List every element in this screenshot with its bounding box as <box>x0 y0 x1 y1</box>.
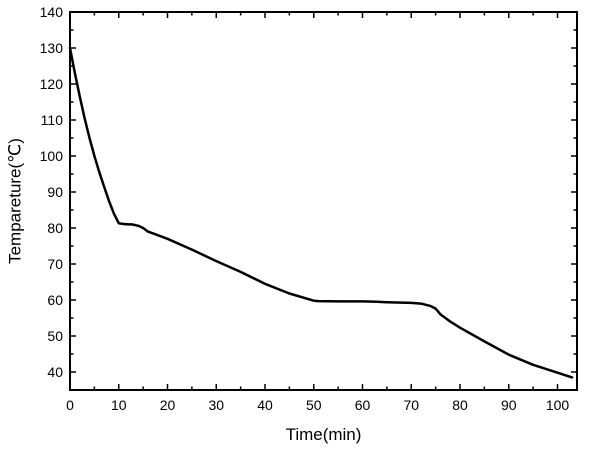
ticks-layer <box>69 11 577 390</box>
x-tick-label: 100 <box>546 397 570 413</box>
x-tick-label: 70 <box>403 397 419 413</box>
y-tick-label: 80 <box>47 220 63 236</box>
x-tick-label: 90 <box>501 397 517 413</box>
x-tick-label: 80 <box>452 397 468 413</box>
y-tick-label: 50 <box>47 328 63 344</box>
y-tick-label: 60 <box>47 292 63 308</box>
plot-frame <box>69 11 578 391</box>
y-tick-label: 90 <box>47 184 63 200</box>
temperature-series-line <box>68 46 574 379</box>
y-tick-label: 110 <box>41 112 64 128</box>
y-tick-label: 40 <box>47 364 63 380</box>
y-tick-label: 100 <box>40 148 64 164</box>
x-tick-label: 40 <box>257 397 273 413</box>
x-tick-label: 10 <box>111 397 127 413</box>
x-tick-label: 50 <box>306 397 322 413</box>
y-tick-label: 70 <box>47 256 63 272</box>
x-tick-label: 0 <box>66 397 74 413</box>
x-tick-label: 60 <box>355 397 371 413</box>
y-tick-label: 140 <box>40 4 64 20</box>
y-tick-label: 120 <box>40 76 64 92</box>
x-axis-title: Time(min) <box>286 425 362 444</box>
tick-labels-layer: 0 10 20 30 40 50 60 70 80 90 100 40 50 60 70 80 90 100 110… <box>40 4 570 413</box>
x-tick-label: 30 <box>208 397 224 413</box>
y-tick-label: 130 <box>40 40 64 56</box>
x-tick-label: 20 <box>160 397 176 413</box>
y-axis-title: Tempareture(℃) <box>5 138 24 264</box>
